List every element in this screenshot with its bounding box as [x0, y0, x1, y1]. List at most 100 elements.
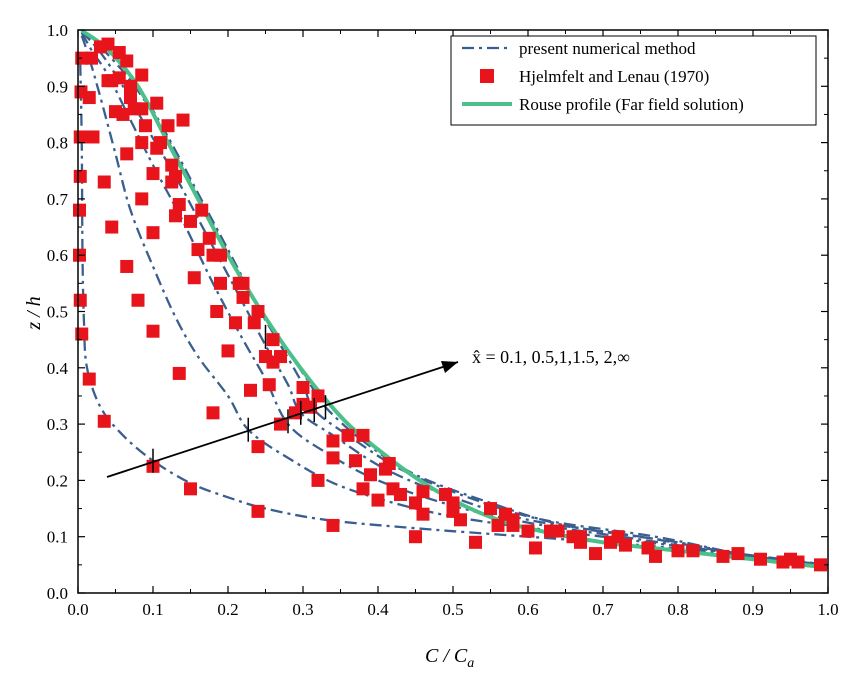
x-tick-label: 0.3: [292, 600, 313, 619]
y-axis-label: z / h: [23, 296, 45, 330]
data-marker: [146, 226, 160, 240]
legend-label-2: Rouse profile (Far field solution): [519, 95, 744, 114]
data-marker: [232, 276, 246, 290]
data-marker: [120, 147, 134, 161]
legend-label-0: present numerical method: [519, 39, 696, 58]
data-marker: [86, 130, 100, 144]
data-marker: [184, 482, 197, 496]
data-marker: [349, 454, 362, 468]
data-marker: [784, 552, 797, 566]
y-tick-label: 0.8: [47, 134, 68, 153]
legend-box: [450, 35, 817, 126]
data-marker: [266, 333, 280, 347]
x-tick-label: 0.9: [742, 600, 763, 619]
x-axis-label-sub: a: [467, 656, 474, 671]
data-marker: [97, 414, 111, 428]
y-tick-label: 0.6: [47, 246, 68, 265]
data-marker: [409, 530, 422, 544]
data-marker: [416, 485, 430, 499]
y-tick-label: 0.7: [47, 190, 69, 209]
data-marker: [135, 136, 149, 150]
data-marker: [262, 378, 276, 392]
data-marker: [73, 130, 87, 144]
data-marker: [206, 406, 220, 420]
data-marker: [161, 119, 175, 133]
data-marker: [731, 547, 745, 561]
data-marker: [649, 549, 662, 563]
x-tick-label: 0.0: [67, 600, 88, 619]
data-marker: [214, 248, 227, 262]
data-marker: [131, 293, 145, 307]
data-marker: [101, 37, 115, 51]
x-tick-label: 0.7: [592, 600, 614, 619]
data-marker: [146, 324, 160, 338]
data-marker: [416, 507, 430, 521]
x-tick-label: 0.1: [142, 600, 163, 619]
data-marker: [491, 518, 505, 532]
x-axis-label: C / Ca: [425, 645, 474, 671]
data-marker: [214, 276, 227, 290]
data-marker: [382, 457, 396, 471]
data-marker: [311, 389, 325, 403]
data-marker: [169, 209, 182, 223]
data-marker: [499, 507, 512, 521]
data-marker: [814, 558, 827, 572]
data-marker: [296, 381, 310, 395]
data-marker: [686, 544, 700, 558]
data-marker: [469, 535, 482, 549]
y-tick-label: 0.4: [47, 359, 69, 378]
data-marker: [484, 502, 497, 516]
data-marker: [251, 504, 265, 518]
y-tick-label: 0.2: [47, 471, 68, 490]
data-marker: [82, 372, 96, 386]
data-marker: [73, 203, 86, 217]
data-marker: [165, 158, 179, 172]
data-marker: [274, 350, 287, 364]
data-marker: [172, 198, 186, 212]
data-marker: [589, 547, 602, 561]
data-marker: [187, 271, 201, 285]
data-marker: [191, 243, 205, 257]
data-marker: [73, 293, 87, 307]
data-marker: [112, 46, 126, 60]
data-marker: [236, 290, 250, 304]
data-marker: [229, 316, 242, 330]
data-marker: [394, 487, 407, 501]
data-marker: [326, 451, 340, 465]
x-tick-label: 0.8: [667, 600, 688, 619]
data-marker: [109, 105, 122, 119]
y-tick-label: 0.5: [47, 303, 68, 322]
legend-label-1: Hjelmfelt and Lenau (1970): [519, 67, 709, 86]
data-marker: [146, 167, 160, 181]
data-marker: [135, 68, 149, 82]
x-tick-label: 0.6: [517, 600, 538, 619]
legend-swatch-hjelmfelt: [480, 69, 494, 83]
data-marker: [356, 428, 370, 442]
data-marker: [364, 468, 377, 482]
data-marker: [85, 51, 98, 65]
data-marker: [574, 530, 587, 544]
data-marker: [105, 220, 119, 234]
data-marker: [172, 366, 186, 380]
data-marker: [506, 518, 520, 532]
data-marker: [210, 305, 224, 318]
data-marker: [326, 434, 340, 448]
data-marker: [75, 327, 89, 341]
data-marker: [124, 91, 137, 105]
data-marker: [195, 203, 209, 217]
data-marker: [671, 544, 685, 558]
data-marker: [716, 549, 730, 563]
x-tick-label: 1.0: [817, 600, 838, 619]
arrow-head-icon: [441, 361, 458, 373]
data-marker: [150, 96, 164, 110]
y-tick-label: 1.0: [47, 21, 68, 40]
data-marker: [611, 530, 625, 544]
data-marker: [244, 383, 257, 397]
data-marker: [529, 541, 542, 555]
data-marker: [341, 428, 355, 442]
data-marker: [169, 169, 182, 183]
data-marker: [439, 487, 452, 501]
data-marker: [521, 524, 535, 538]
data-marker: [446, 504, 460, 518]
data-marker: [202, 231, 216, 245]
